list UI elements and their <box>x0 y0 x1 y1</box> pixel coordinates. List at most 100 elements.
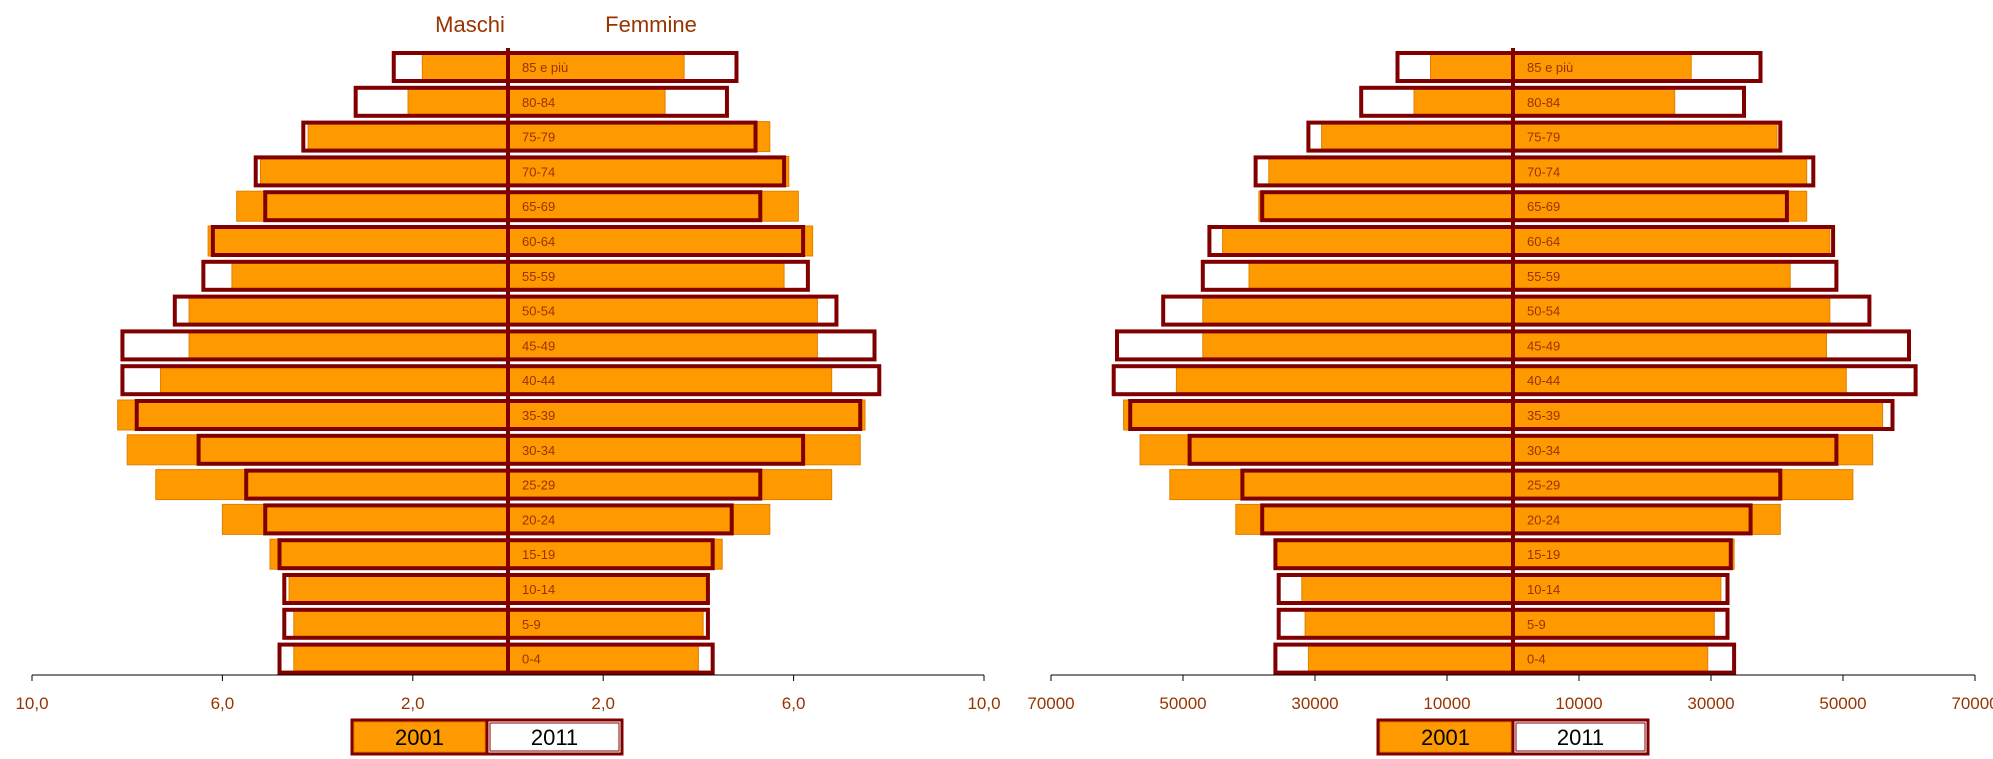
age-class-label: 70-74 <box>522 164 555 179</box>
x-tick-label: 6,0 <box>782 694 806 713</box>
bar-2001-male <box>1304 608 1514 640</box>
legend-label-2001: 2001 <box>395 725 444 750</box>
age-class-label: 5-9 <box>1527 617 1546 632</box>
bar-2001-male <box>1430 51 1514 83</box>
x-tick-label: 10,0 <box>967 694 1000 713</box>
bar-2001-male <box>293 608 509 640</box>
age-class-label: 20-24 <box>522 512 555 527</box>
age-class-label: 5-9 <box>522 617 541 632</box>
bar-2001-female <box>507 399 866 431</box>
bar-2001-male <box>293 643 509 675</box>
bar-2001-male <box>1123 399 1514 431</box>
bar-2001-male <box>1307 643 1514 675</box>
bar-2001-female <box>507 469 833 501</box>
header-maschi: Maschi <box>435 12 505 37</box>
legend-swatch-2001 <box>1379 721 1512 753</box>
bar-2001-male <box>188 329 509 361</box>
x-tick-label: 50000 <box>1159 694 1206 713</box>
bar-2001-female <box>507 538 723 570</box>
bar-2001-male <box>231 260 509 292</box>
age-class-label: 10-14 <box>1527 582 1560 597</box>
bar-2001-female <box>1512 260 1791 292</box>
bar-2001-male <box>1175 364 1514 396</box>
age-class-label: 75-79 <box>1527 130 1560 145</box>
bar-2001-male <box>117 399 509 431</box>
x-tick-label: 30000 <box>1291 694 1338 713</box>
bar-2001-male <box>269 538 509 570</box>
x-tick-label: 70000 <box>1027 694 1074 713</box>
bar-2001-male <box>1222 225 1514 257</box>
pyramid-count-chart: 0-4 5-9 10-14 15-19 20-24 25-29 30-34 35-39 40-4… <box>1027 48 1993 756</box>
bar-2001-male <box>236 190 509 222</box>
bar-2001-male <box>1139 434 1514 466</box>
bar-2001-male <box>188 295 509 327</box>
bar-2001-male <box>1202 295 1514 327</box>
age-class-label: 75-79 <box>522 130 555 145</box>
bar-2001-male <box>1274 538 1514 570</box>
bar-2001-male <box>1258 190 1514 222</box>
age-class-label: 60-64 <box>522 234 555 249</box>
legend-label-2011: 2011 <box>1557 725 1604 750</box>
legend-swatch-2011 <box>1515 722 1646 752</box>
age-class-label: 30-34 <box>1527 443 1560 458</box>
bar-2001-female <box>507 155 790 187</box>
age-class-label: 50-54 <box>522 304 555 319</box>
age-class-label: 0-4 <box>522 652 541 667</box>
age-class-label: 55-59 <box>1527 269 1560 284</box>
bar-2001-female <box>507 364 833 396</box>
bar-2001-female <box>1512 225 1831 257</box>
bar-2001-female <box>507 190 799 222</box>
legend-label-2001: 2001 <box>1421 725 1470 750</box>
legend-label-2011: 2011 <box>531 725 578 750</box>
bar-2001-female <box>1512 295 1831 327</box>
bar-2001-male <box>1321 121 1514 153</box>
bar-2001-male <box>288 573 509 605</box>
age-class-label: 10-14 <box>522 582 555 597</box>
bar-2001-male <box>1413 86 1514 118</box>
age-class-label: 0-4 <box>1527 652 1546 667</box>
x-tick-label: 70000 <box>1951 694 1993 713</box>
age-class-label: 25-29 <box>1527 478 1560 493</box>
bar-2001-male <box>1235 503 1514 535</box>
bar-2001-male <box>307 121 509 153</box>
age-class-label: 85 e più <box>522 60 568 75</box>
bar-2001-female <box>1512 364 1847 396</box>
bar-2001-female <box>507 225 814 257</box>
bar-2001-female <box>1512 643 1709 675</box>
age-class-label: 55-59 <box>522 269 555 284</box>
bar-2001-male <box>1268 155 1514 187</box>
bar-2001-male <box>1248 260 1514 292</box>
bar-2001-male <box>160 364 509 396</box>
pyramid-percent-chart: 0-4 5-9 10-14 15-19 20-24 25-29 30-34 35-39 40-4… <box>15 48 1001 756</box>
age-class-label: 70-74 <box>1527 164 1560 179</box>
legend-swatch-2001 <box>353 721 486 753</box>
bar-2001-male <box>407 86 509 118</box>
x-tick-label: 2,0 <box>401 694 425 713</box>
age-class-label: 15-19 <box>1527 547 1560 562</box>
x-tick-label: 30000 <box>1687 694 1734 713</box>
bar-2001-female <box>1512 573 1722 605</box>
age-class-label: 65-69 <box>522 199 555 214</box>
bar-2001-female <box>1512 434 1874 466</box>
bar-2001-male <box>155 469 509 501</box>
header-femmine: Femmine <box>605 12 697 37</box>
x-tick-label: 2,0 <box>591 694 615 713</box>
age-class-label: 40-44 <box>522 373 555 388</box>
age-class-label: 80-84 <box>522 95 555 110</box>
bar-2001-female <box>1512 538 1735 570</box>
x-tick-label: 10000 <box>1423 694 1470 713</box>
legend-swatch-2011 <box>489 722 620 752</box>
bar-2001-male <box>207 225 509 257</box>
x-tick-label: 10000 <box>1555 694 1602 713</box>
age-class-label: 45-49 <box>1527 338 1560 353</box>
bar-2001-male <box>259 155 509 187</box>
age-class-label: 35-39 <box>1527 408 1560 423</box>
age-class-label: 50-54 <box>1527 304 1560 319</box>
age-class-label: 15-19 <box>522 547 555 562</box>
age-class-label: 65-69 <box>1527 199 1560 214</box>
age-class-label: 25-29 <box>522 478 555 493</box>
bar-2001-male <box>1202 329 1514 361</box>
bar-2001-male <box>126 434 509 466</box>
age-class-label: 60-64 <box>1527 234 1560 249</box>
